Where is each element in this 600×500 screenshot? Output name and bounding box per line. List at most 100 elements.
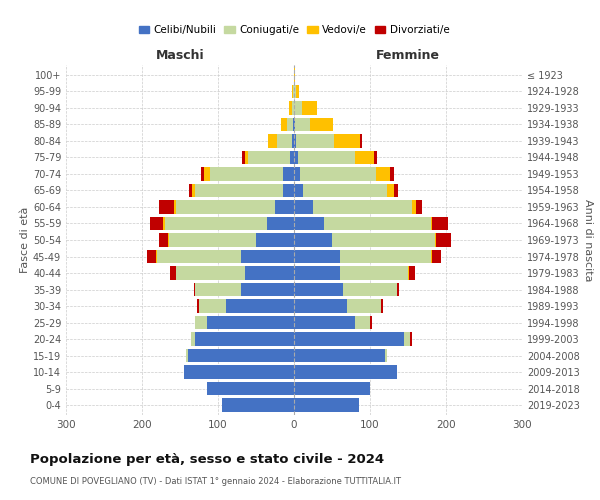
- Bar: [226, 300, 294, 313]
- Bar: [404, 332, 410, 346]
- Bar: [186, 349, 188, 362]
- Bar: [294, 250, 340, 264]
- Bar: [294, 134, 296, 147]
- Bar: [334, 134, 360, 147]
- Bar: [294, 349, 385, 362]
- Bar: [188, 349, 294, 362]
- Bar: [296, 134, 334, 147]
- Bar: [355, 316, 370, 330]
- Bar: [300, 167, 376, 180]
- Bar: [194, 283, 195, 296]
- Bar: [283, 167, 294, 180]
- Bar: [184, 366, 294, 379]
- Bar: [242, 150, 245, 164]
- Bar: [195, 184, 283, 197]
- Bar: [332, 233, 434, 247]
- Text: Popolazione per età, sesso e stato civile - 2024: Popolazione per età, sesso e stato civil…: [30, 452, 384, 466]
- Bar: [281, 118, 287, 131]
- Bar: [294, 233, 332, 247]
- Y-axis label: Anni di nascita: Anni di nascita: [583, 198, 593, 281]
- Bar: [287, 118, 293, 131]
- Bar: [200, 167, 205, 180]
- Bar: [382, 300, 383, 313]
- Bar: [169, 233, 256, 247]
- Bar: [409, 266, 415, 280]
- Bar: [433, 250, 442, 264]
- Bar: [149, 216, 163, 230]
- Bar: [303, 184, 387, 197]
- Bar: [294, 216, 325, 230]
- Bar: [340, 266, 408, 280]
- Bar: [397, 283, 399, 296]
- Bar: [347, 300, 382, 313]
- Bar: [292, 134, 294, 147]
- Bar: [340, 250, 431, 264]
- Bar: [176, 266, 245, 280]
- Bar: [241, 283, 294, 296]
- Bar: [148, 250, 157, 264]
- Bar: [370, 316, 371, 330]
- Bar: [157, 250, 241, 264]
- Legend: Celibi/Nubili, Coniugati/e, Vedovi/e, Divorziati/e: Celibi/Nubili, Coniugati/e, Vedovi/e, Di…: [134, 21, 454, 40]
- Bar: [394, 184, 398, 197]
- Bar: [289, 101, 292, 114]
- Bar: [292, 101, 294, 114]
- Bar: [197, 300, 199, 313]
- Bar: [360, 134, 362, 147]
- Bar: [191, 332, 195, 346]
- Y-axis label: Fasce di età: Fasce di età: [20, 207, 30, 273]
- Bar: [222, 398, 294, 412]
- Bar: [294, 382, 370, 396]
- Bar: [195, 316, 206, 330]
- Bar: [294, 200, 313, 214]
- Bar: [433, 216, 448, 230]
- Bar: [294, 150, 298, 164]
- Bar: [268, 134, 277, 147]
- Bar: [199, 300, 226, 313]
- Bar: [390, 167, 394, 180]
- Bar: [431, 216, 433, 230]
- Bar: [294, 184, 303, 197]
- Bar: [295, 118, 310, 131]
- Bar: [277, 134, 292, 147]
- Text: Femmine: Femmine: [376, 48, 440, 62]
- Bar: [283, 184, 294, 197]
- Bar: [170, 266, 176, 280]
- Bar: [168, 233, 169, 247]
- Bar: [241, 250, 294, 264]
- Bar: [294, 316, 355, 330]
- Bar: [174, 200, 176, 214]
- Bar: [245, 266, 294, 280]
- Bar: [275, 200, 294, 214]
- Bar: [245, 150, 248, 164]
- Bar: [205, 167, 211, 180]
- Bar: [313, 200, 412, 214]
- Bar: [294, 266, 340, 280]
- Bar: [268, 216, 294, 230]
- Bar: [294, 398, 359, 412]
- Bar: [296, 84, 299, 98]
- Bar: [325, 216, 431, 230]
- Bar: [294, 84, 296, 98]
- Bar: [431, 250, 433, 264]
- Bar: [294, 118, 295, 131]
- Text: Maschi: Maschi: [155, 48, 205, 62]
- Bar: [195, 283, 241, 296]
- Bar: [293, 118, 294, 131]
- Bar: [211, 167, 283, 180]
- Bar: [374, 150, 377, 164]
- Bar: [206, 316, 294, 330]
- Bar: [159, 200, 174, 214]
- Bar: [163, 216, 165, 230]
- Bar: [412, 200, 416, 214]
- Bar: [206, 382, 294, 396]
- Bar: [189, 184, 192, 197]
- Bar: [355, 150, 374, 164]
- Bar: [376, 167, 390, 180]
- Bar: [410, 332, 412, 346]
- Bar: [294, 283, 343, 296]
- Bar: [294, 68, 295, 82]
- Bar: [385, 349, 387, 362]
- Bar: [256, 233, 294, 247]
- Bar: [290, 150, 294, 164]
